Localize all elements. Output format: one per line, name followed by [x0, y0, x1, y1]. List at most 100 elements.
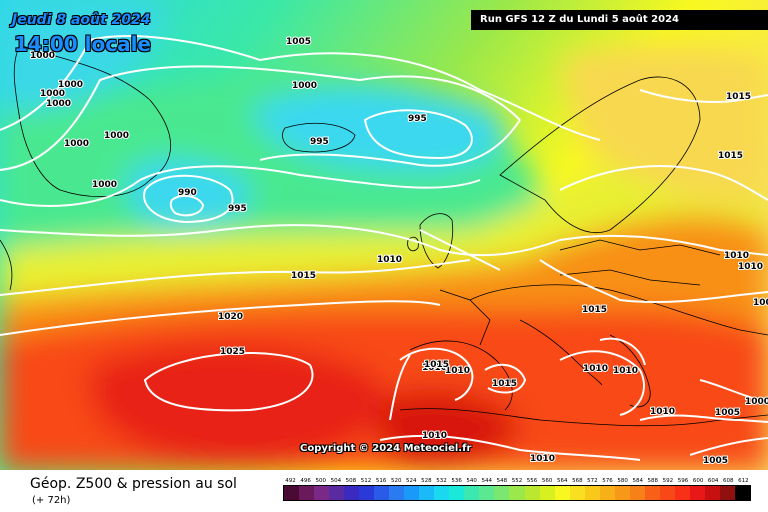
isobar-label: 1000 [46, 99, 71, 109]
scale-value-label: 584 [632, 478, 643, 484]
isobar-label: 1015 [424, 360, 449, 370]
isobar-label: 1000 [745, 397, 768, 407]
isobar-label: 1005 [703, 456, 728, 466]
color-scale-bar [283, 485, 751, 501]
geopotential-fill [0, 0, 768, 470]
coastlines [0, 44, 768, 427]
color-scale-legend: 492 496 500 504 508 512 516 520 524 528 532 536 540 5… [283, 478, 751, 501]
scale-color-swatch [569, 486, 585, 500]
scale-value-label: 576 [602, 478, 613, 484]
scale-value-label: 588 [647, 478, 659, 484]
deep-red-core [89, 344, 385, 465]
scale-value-label: 552 [511, 478, 523, 484]
scale-value-label: 524 [406, 478, 417, 484]
isobar-label: 1010 [583, 364, 608, 374]
scale-value-label: 564 [556, 478, 568, 484]
scale-color-swatch [614, 486, 630, 500]
scale-value-label: 592 [662, 478, 674, 484]
scale-color-swatch [509, 486, 525, 500]
isobar-label: 995 [310, 137, 329, 147]
scale-color-swatch [599, 486, 615, 500]
scale-color-swatch [464, 486, 480, 500]
scale-color-swatch [629, 486, 645, 500]
isobar-label: 1010 [650, 407, 675, 417]
isobar-label: 1015 [291, 271, 316, 281]
scale-color-swatch [284, 486, 300, 500]
isobar-label: 1010 [738, 262, 763, 272]
scale-value-label: 596 [677, 478, 689, 484]
scale-color-swatch [539, 486, 555, 500]
isobar-label: 995 [408, 114, 427, 124]
isobar-label: 1025 [220, 347, 245, 357]
scale-value-label: 520 [390, 478, 402, 484]
scale-value-label: 560 [541, 478, 553, 484]
cyan-nw [0, 0, 162, 110]
cyan-low-iceland [250, 87, 504, 171]
scale-value-label: 504 [330, 478, 342, 484]
scale-value-label: 496 [300, 478, 311, 484]
scale-color-swatch [389, 486, 405, 500]
isobar-label: 995 [228, 204, 247, 214]
scale-color-swatch [704, 486, 720, 500]
isobar-label: 1000 [58, 80, 83, 90]
scale-value-label: 568 [572, 478, 583, 484]
isobar-label: 1010 [422, 431, 447, 441]
scale-value-label: 516 [375, 478, 387, 484]
isobar-label: 1010 [377, 255, 402, 265]
isobar-lines [0, 35, 768, 461]
lead-time: (+ 72h) [32, 495, 71, 506]
scale-color-swatch [329, 486, 345, 500]
scale-value-label: 580 [617, 478, 628, 484]
scale-value-label: 604 [707, 478, 719, 484]
scale-value-label: 612 [738, 478, 749, 484]
scale-color-swatch [719, 486, 735, 500]
isobar-label: 1000 [92, 180, 117, 190]
scale-value-label: 536 [451, 478, 462, 484]
scale-color-swatch [644, 486, 660, 500]
isobar-label: 1015 [582, 305, 607, 315]
scale-color-swatch [419, 486, 435, 500]
isobar-label: 1010 [613, 366, 638, 376]
isobar-label: 1000 [104, 131, 129, 141]
isobar-label: 1000 [30, 51, 55, 61]
pressure-geopotential-map: 1005 1000 1000 1000 1000 1000 1000 1000 … [0, 0, 768, 470]
yellow-nordic [560, 45, 768, 202]
scale-color-swatch [359, 486, 375, 500]
scale-value-label: 528 [421, 478, 432, 484]
map-title: Géop. Z500 & pression au sol [30, 476, 237, 492]
isobar-label: 1010 [422, 363, 447, 373]
isobar-label: 1010 [724, 251, 749, 261]
isobar-label: 1020 [218, 312, 243, 322]
scale-color-swatch [374, 486, 390, 500]
scale-color-swatch [659, 486, 675, 500]
isobar-label: 1015 [718, 151, 743, 161]
isobar-label: 1000 [64, 139, 89, 149]
scale-value-label: 572 [587, 478, 598, 484]
scale-value-label: 608 [723, 478, 734, 484]
isobar-label: 1010 [530, 454, 555, 464]
isobar-label: 1015 [492, 379, 517, 389]
scale-color-swatch [314, 486, 330, 500]
scale-value-label: 544 [481, 478, 493, 484]
model-run-info: Run GFS 12 Z du Lundi 5 août 2024 [471, 10, 768, 30]
copyright-notice: Copyright © 2024 Meteociel.fr [300, 443, 472, 454]
scale-value-label: 500 [315, 478, 326, 484]
isobar-label: 990 [178, 188, 197, 198]
scale-value-label: 540 [466, 478, 477, 484]
scale-color-swatch [434, 486, 450, 500]
scale-color-swatch [674, 486, 690, 500]
scale-value-label: 548 [496, 478, 508, 484]
isobar-label: 1000 [292, 81, 317, 91]
isobar-label: 1010 [445, 366, 470, 376]
scale-value-label: 600 [692, 478, 704, 484]
scale-color-swatch [344, 486, 360, 500]
isobar-labels: 1005 1000 1000 1000 1000 1000 1000 1000 … [29, 36, 768, 467]
color-scale-labels: 492 496 500 504 508 512 516 520 524 528 532 536 540 5… [283, 478, 751, 484]
forecast-local-time: 14:00 locale [14, 32, 151, 56]
scale-color-swatch [689, 486, 705, 500]
isobar-label: 1015 [726, 92, 751, 102]
forecast-date: Jeudi 8 août 2024 [12, 12, 151, 28]
isobar-label: 1005 [753, 298, 768, 308]
scale-color-swatch [449, 486, 465, 500]
scale-value-label: 532 [436, 478, 447, 484]
